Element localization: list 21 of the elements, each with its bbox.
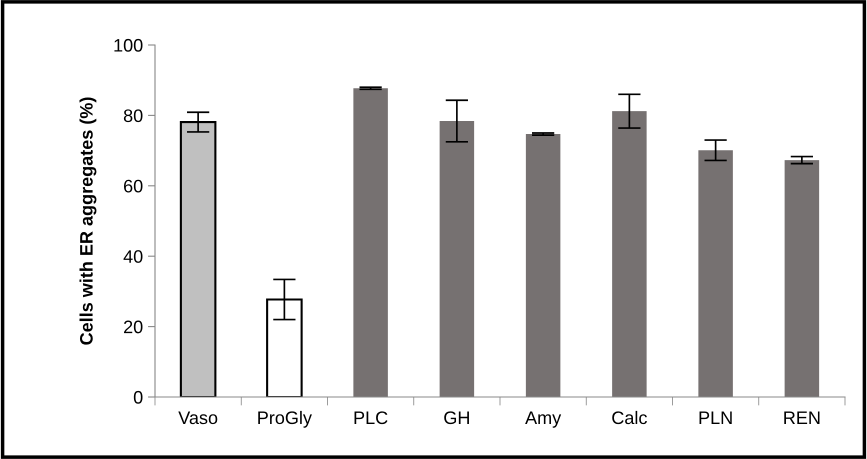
x-tick-label: PLN xyxy=(700,412,732,424)
bar xyxy=(440,121,474,397)
x-tick-label: Amy xyxy=(525,412,562,428)
x-tick-label: PLC xyxy=(354,411,388,424)
x-tick-label: ProGly xyxy=(258,410,312,428)
y-axis-title: Cells with ER aggregates (%) xyxy=(79,97,96,345)
bar xyxy=(612,111,647,397)
y-tick-label: 0 xyxy=(134,390,142,404)
x-tick-label: Vaso xyxy=(178,412,218,424)
y-tick-label: 100 xyxy=(114,38,142,52)
y-tick-label: 60 xyxy=(124,180,142,193)
x-tick-label: GH xyxy=(444,411,469,424)
x-tick-label: Calc xyxy=(612,410,647,424)
y-tick-label: 80 xyxy=(124,109,142,122)
bar xyxy=(784,160,820,397)
y-tick-label: 40 xyxy=(124,250,142,263)
bar xyxy=(353,88,388,397)
y-tick-label: 20 xyxy=(124,320,142,334)
bar xyxy=(698,150,733,397)
x-tick-label: REN xyxy=(784,412,820,424)
bar xyxy=(526,134,560,397)
